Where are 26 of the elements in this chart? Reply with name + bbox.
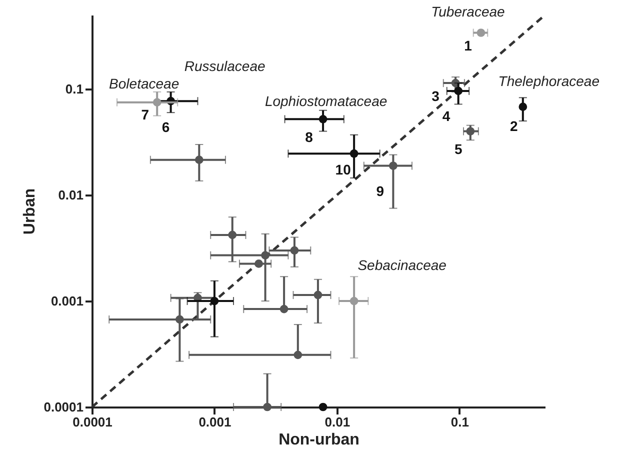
- annotation: 3: [432, 88, 440, 104]
- y-tick-label: 0.01: [58, 188, 84, 203]
- annotation: 7: [141, 106, 150, 122]
- annotation: 9: [376, 182, 384, 199]
- y-axis-title: Urban: [22, 188, 39, 235]
- annotation: Russulaceae: [184, 58, 266, 74]
- annotation: Tuberaceae: [431, 4, 506, 20]
- x-tick-label: 0.1: [450, 414, 469, 430]
- y-tick-label: 0.1: [65, 82, 84, 97]
- x-tick-label: 0.0001: [72, 414, 112, 430]
- annotation: Boletaceae: [109, 75, 180, 92]
- annotation: 4: [442, 108, 450, 124]
- annotation: 10: [335, 162, 352, 178]
- annotation: Lophiostomataceae: [264, 93, 388, 110]
- x-tick-label: 0.001: [198, 414, 232, 430]
- annotation: 2: [510, 118, 518, 134]
- annotation: Sebacinaceae: [358, 257, 447, 274]
- x-tick-label: 0.01: [324, 414, 350, 430]
- x-axis-title: Non-urban: [278, 432, 360, 448]
- annotation: 1: [464, 38, 472, 54]
- y-tick-label: 0.0001: [44, 400, 84, 414]
- annotation: 6: [162, 119, 170, 136]
- annotation: 8: [305, 129, 314, 146]
- annotation: Thelephoraceae: [498, 72, 600, 89]
- annotation: 5: [454, 141, 463, 158]
- y-tick-label: 0.001: [50, 294, 84, 309]
